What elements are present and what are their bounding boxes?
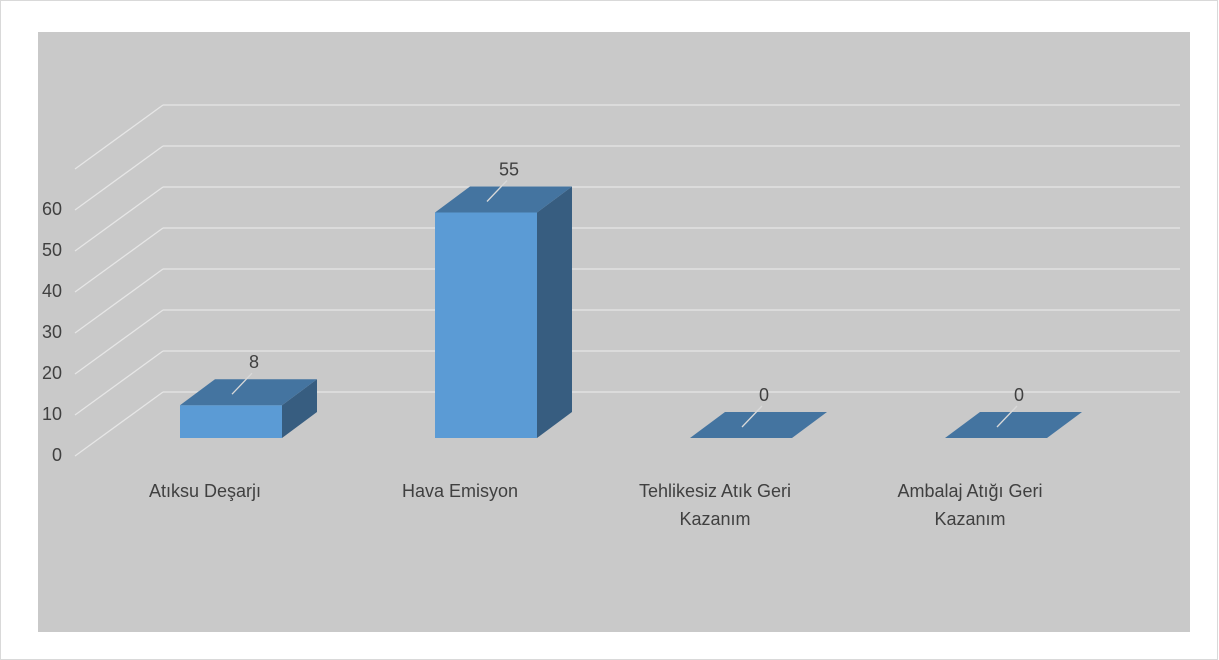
bar-side	[282, 379, 317, 438]
bar	[435, 212, 537, 438]
x-tick-label: Ambalaj Atığı Geri Kazanım	[897, 481, 1042, 529]
data-label: 0	[759, 385, 769, 405]
y-tick-label: 50	[42, 240, 62, 260]
bar-side	[537, 186, 572, 438]
leader-line	[996, 405, 1018, 428]
y-tick-label: 30	[42, 322, 62, 342]
grid-line	[74, 104, 164, 170]
grid-line	[74, 350, 164, 416]
leader-line	[486, 180, 508, 202]
data-label: 0	[1014, 385, 1024, 405]
bar-top	[180, 379, 317, 406]
bar	[180, 405, 282, 438]
x-tick-label: Hava Emisyon	[402, 481, 518, 501]
leader-line	[741, 405, 763, 428]
grid-line	[74, 145, 164, 211]
y-tick-label: 60	[42, 199, 62, 219]
grid-line	[74, 391, 164, 457]
grid-line	[74, 268, 164, 334]
x-tick-label: Tehlikesiz Atık Geri Kazanım	[639, 481, 791, 529]
data-label: 8	[249, 352, 259, 372]
data-label: 55	[499, 159, 519, 179]
plot-area	[38, 32, 1190, 632]
grid-line	[74, 309, 164, 375]
grid-line	[74, 186, 164, 252]
y-tick-label: 10	[42, 404, 62, 424]
bar-top	[690, 412, 827, 438]
x-tick-label: Atıksu Deşarjı	[149, 481, 261, 501]
bar-top	[945, 412, 1082, 438]
bar-top	[435, 186, 572, 213]
y-tick-label: 20	[42, 363, 62, 383]
y-tick-label: 40	[42, 281, 62, 301]
y-tick-label: 0	[52, 445, 62, 465]
leader-line	[231, 372, 253, 395]
grid-line	[74, 227, 164, 293]
